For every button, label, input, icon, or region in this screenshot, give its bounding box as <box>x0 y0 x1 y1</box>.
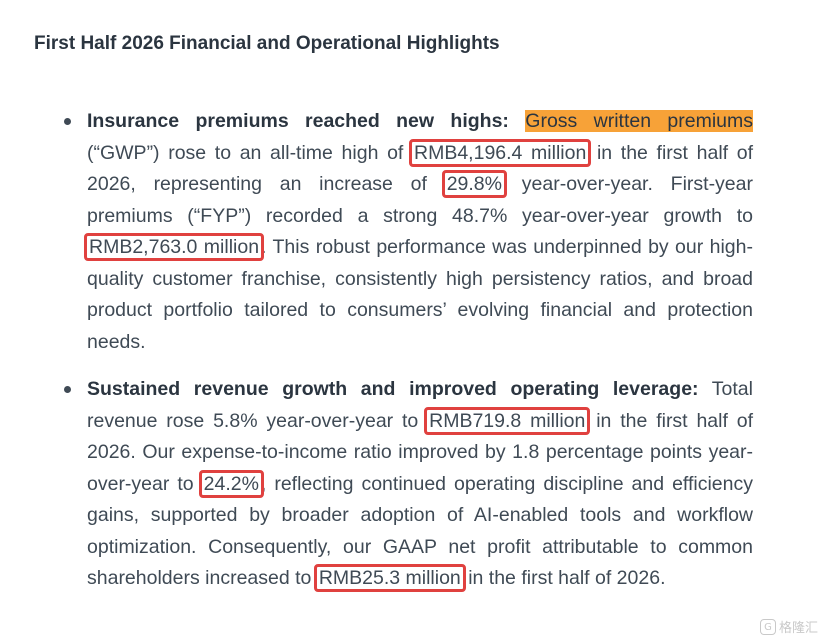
bullet-marker-2 <box>64 386 71 393</box>
watermark-text: 格隆汇 <box>778 621 818 636</box>
text-segment: year-over-year. First-year premiums (“FY… <box>87 173 753 227</box>
page-title: First Half 2026 Financial and Operationa… <box>34 33 500 54</box>
text-segment: in the first half of 2026. Our expense-t… <box>87 409 753 495</box>
paragraph-heading: Sustained revenue growth and improved op… <box>87 378 699 400</box>
text-segment: , reflecting continued operating discipl… <box>87 472 753 590</box>
highlight-paragraph-premiums: Insurance premiums reached new highs: Gr… <box>83 106 754 358</box>
watermark-logo-icon: G <box>759 618 776 635</box>
highlight-paragraph-revenue: Sustained revenue growth and improved op… <box>87 374 753 595</box>
paragraph-heading: Insurance premiums reached new highs: <box>87 110 509 132</box>
highlighted-phrase: Gross written premiums <box>525 110 754 132</box>
boxed-figure-fyp: RMB2,763.0 million <box>83 233 265 261</box>
boxed-figure-revenue: RMB719.8 million <box>424 406 591 435</box>
boxed-figure-gwp-growth: 29.8% <box>441 170 508 198</box>
text-segment: in the first half of 2026, representing … <box>87 141 753 196</box>
boxed-figure-expense-ratio: 24.2% <box>198 469 264 498</box>
bullet-marker-1 <box>64 118 71 125</box>
boxed-figure-gwp: RMB4,196.4 million <box>408 138 592 167</box>
boxed-figure-net-profit: RMB25.3 million <box>313 564 466 592</box>
watermark: G 格隆汇 <box>759 617 818 636</box>
text-segment: in the first half of 2026. <box>462 567 666 589</box>
text-segment: Total revenue rose 5.8% year-over-year t… <box>87 378 753 432</box>
text-segment: (“GWP”) rose to an all-time high of <box>87 141 412 164</box>
text-segment: . This robust performance was underpinne… <box>87 236 753 353</box>
